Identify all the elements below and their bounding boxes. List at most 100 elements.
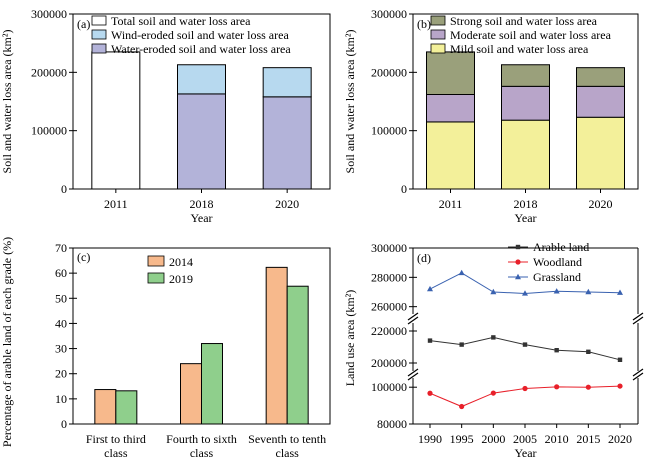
bar-mild-soil-and-water-loss-area-2020 [576, 116, 625, 190]
bar-water-eroded-soil-and-water-loss-area-2020 [262, 96, 312, 190]
point-arable-land-2020 [617, 357, 623, 362]
bar-2019-first-to-third-class [115, 390, 138, 425]
point-woodland-2010 [554, 384, 560, 390]
panel-label: (b) [417, 17, 431, 31]
y-tick-label: 80000 [377, 417, 407, 431]
y-tick-label: 30 [55, 342, 67, 356]
bar-2014-first-to-third-class [94, 389, 117, 425]
legend-label-arable-land: Arable land [533, 240, 589, 254]
x-axis-title: Year [514, 446, 536, 460]
y-tick-label: 20 [55, 367, 67, 381]
y-axis-title: Soil and water loss area (km²) [343, 30, 357, 174]
legend-swatch-wind-eroded-soil-and-water-loss-area [91, 29, 107, 40]
y-tick-label: 300000 [371, 241, 407, 255]
legend-swatch-2019 [147, 272, 165, 284]
y-tick-label: 220000 [371, 324, 407, 338]
panel-label: (a) [77, 17, 90, 31]
y-tick-label: 300000 [371, 7, 407, 21]
x-tick-label: 2020 [589, 197, 613, 211]
legend-swatch-water-eroded-soil-and-water-loss-area [91, 43, 107, 54]
panel-b-soil-loss-severity: 0 100000 200000 300000 2011 2018 2020 Year Soil … [343, 7, 639, 225]
x-tick-label: 2015 [576, 432, 600, 446]
axis-break-mark-1-0b [407, 372, 419, 381]
bar-2014-seventh-to-tenth-class [265, 266, 288, 425]
bar-strong-soil-and-water-loss-area-2011 [426, 51, 475, 95]
point-grassland-2000 [490, 288, 497, 295]
x-axis-title: Year [514, 211, 536, 225]
point-grassland-1990 [427, 285, 433, 292]
bar-moderate-soil-and-water-loss-area-2011 [426, 94, 475, 123]
line-arable-land [429, 336, 621, 361]
x-tick-label-line1: Seventh to tenth [248, 432, 326, 446]
bar-mild-soil-and-water-loss-area-2018 [501, 119, 550, 190]
y-axis-title: Land use area (km²) [343, 290, 357, 387]
point-grassland-2020 [617, 289, 623, 295]
bar-strong-soil-and-water-loss-area-2018 [501, 64, 550, 87]
legend-marker-woodland [515, 259, 521, 265]
legend-swatch-moderate-soil-and-water-loss-area [430, 29, 446, 40]
y-tick-label: 40 [55, 316, 67, 330]
legend-label-2019: 2019 [169, 272, 193, 286]
x-tick-label: 2010 [545, 432, 569, 446]
panel-d-land-use-area: 80000 100000 200000 220000 260000 280000 30000… [343, 240, 644, 460]
y-tick-label: 100000 [371, 380, 407, 394]
y-tick-label: 100000 [31, 124, 67, 138]
legend-label-total-soil-and-water-loss-area: Total soil and water loss area [111, 14, 251, 28]
point-arable-land-1995 [459, 342, 464, 347]
panel-label: (c) [77, 250, 90, 264]
point-woodland-2015 [585, 384, 591, 390]
bar-2019-fourth-to-sixth-class [201, 343, 223, 425]
point-arable-land-2010 [554, 348, 559, 353]
y-tick-label: 200000 [371, 65, 407, 79]
bar-wind-eroded-soil-and-water-loss-area-2020 [262, 67, 312, 98]
legend-label-mild-soil-and-water-loss-area: Mild soil and water loss area [450, 42, 589, 56]
x-tick-label: 2005 [513, 432, 537, 446]
legend-marker-grassland [515, 273, 521, 280]
x-tick-label: 2020 [608, 432, 632, 446]
point-woodland-1995 [459, 403, 465, 410]
legend-label-strong-soil-and-water-loss-area: Strong soil and water loss area [450, 14, 598, 28]
bar-wind-eroded-soil-and-water-loss-area-2018 [177, 64, 226, 95]
x-tick-label: 1990 [418, 432, 442, 446]
x-tick-label: 2011 [104, 197, 128, 211]
x-tick-label-line2: class [276, 446, 300, 460]
bar-mild-soil-and-water-loss-area-2011 [426, 121, 475, 190]
axis-break-mark-0-0a [407, 312, 419, 321]
x-tick-label: 2020 [275, 197, 299, 211]
x-tick-label: 2011 [439, 197, 463, 211]
legend-label-moderate-soil-and-water-loss-area: Moderate soil and water loss area [450, 28, 612, 42]
point-arable-land-2000 [491, 335, 496, 340]
x-tick-label: 2018 [514, 197, 538, 211]
legend-label-wind-eroded-soil-and-water-loss-area: Wind-eroded soil and water loss area [111, 28, 289, 42]
y-tick-label: 0 [61, 417, 67, 431]
point-woodland-2020 [617, 383, 623, 389]
x-tick-label: 2000 [481, 432, 505, 446]
y-tick-label: 0 [61, 182, 67, 196]
y-tick-label: 50 [55, 291, 67, 305]
y-tick-label: 280000 [371, 270, 407, 284]
axis-break-mark-0-1a [632, 312, 644, 321]
bar-moderate-soil-and-water-loss-area-2020 [576, 85, 625, 118]
x-tick-label-line2: class [190, 446, 214, 460]
bar-strong-soil-and-water-loss-area-2020 [576, 67, 625, 87]
x-tick-label: 2018 [190, 197, 214, 211]
legend-label-2014: 2014 [169, 255, 193, 269]
axis-break-mark-0-1b [632, 316, 644, 325]
bar-2019-seventh-to-tenth-class [286, 285, 309, 425]
point-grassland-2015 [585, 288, 592, 295]
point-grassland-2010 [553, 288, 560, 294]
bar-moderate-soil-and-water-loss-area-2018 [501, 85, 550, 121]
legend-swatch-2014 [147, 255, 165, 267]
point-grassland-2005 [522, 290, 528, 296]
x-tick-label-line2: class [104, 446, 128, 460]
point-woodland-1990 [427, 390, 433, 396]
point-arable-land-2015 [586, 349, 591, 354]
y-tick-label: 10 [55, 392, 67, 406]
y-tick-label: 300000 [31, 7, 67, 21]
axis-break-mark-1-1a [632, 368, 644, 377]
legend-swatch-mild-soil-and-water-loss-area [430, 43, 446, 54]
legend-swatch-total-soil-and-water-loss-area [91, 15, 107, 26]
legend-label-woodland: Woodland [533, 255, 582, 269]
